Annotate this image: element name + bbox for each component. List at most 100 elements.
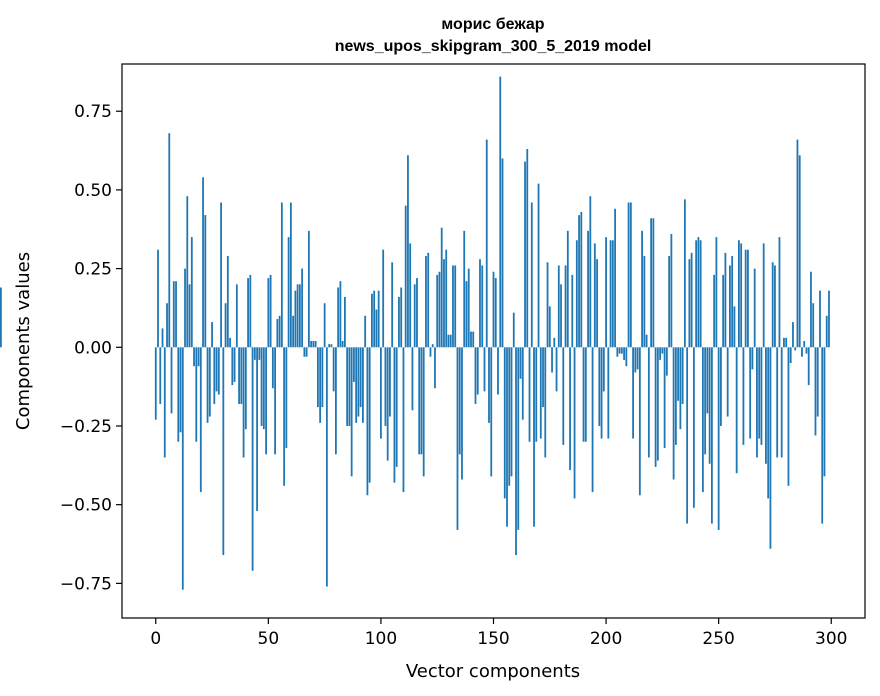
bar bbox=[499, 76, 502, 348]
bar bbox=[258, 347, 261, 360]
bar bbox=[470, 331, 472, 348]
plot-frame bbox=[121, 63, 866, 619]
bar bbox=[569, 347, 571, 471]
bar bbox=[593, 243, 596, 348]
bar bbox=[701, 347, 704, 493]
bar bbox=[364, 315, 367, 348]
bar bbox=[418, 347, 421, 455]
bar bbox=[645, 334, 648, 348]
bar bbox=[656, 347, 659, 461]
bar bbox=[371, 293, 373, 348]
bar bbox=[161, 328, 164, 348]
bar bbox=[240, 347, 243, 404]
bar bbox=[368, 347, 371, 483]
x-tick-label: 300 bbox=[815, 629, 847, 649]
bar bbox=[733, 306, 736, 348]
bar bbox=[429, 347, 432, 357]
bar bbox=[359, 347, 362, 408]
y-tick-label: 0.75 bbox=[74, 102, 112, 122]
bar bbox=[627, 202, 630, 348]
bar bbox=[548, 306, 551, 348]
bar bbox=[476, 347, 479, 395]
bar bbox=[285, 347, 288, 449]
bar bbox=[208, 347, 211, 417]
bar bbox=[821, 347, 824, 524]
bar bbox=[413, 284, 416, 348]
bar bbox=[762, 243, 765, 348]
bar bbox=[175, 281, 177, 348]
bar bbox=[0, 287, 2, 348]
bar bbox=[301, 268, 304, 348]
bar bbox=[307, 230, 310, 348]
bar bbox=[269, 274, 272, 348]
bar bbox=[404, 205, 407, 348]
bar bbox=[798, 155, 801, 348]
bar bbox=[172, 281, 175, 348]
bar bbox=[582, 347, 585, 442]
bar bbox=[357, 347, 360, 417]
bar bbox=[305, 347, 308, 357]
bar bbox=[729, 265, 731, 348]
x-tick-label: 200 bbox=[590, 629, 622, 649]
bar bbox=[391, 262, 394, 348]
bar bbox=[494, 278, 497, 348]
bar bbox=[681, 347, 684, 404]
bar bbox=[384, 347, 387, 426]
bar bbox=[765, 347, 767, 464]
bar bbox=[620, 347, 623, 354]
bar bbox=[524, 161, 526, 348]
bar bbox=[256, 347, 258, 511]
bar bbox=[780, 347, 783, 458]
bar bbox=[794, 347, 797, 351]
bar bbox=[332, 347, 335, 392]
bar bbox=[623, 347, 625, 360]
bar bbox=[344, 296, 346, 348]
bar bbox=[197, 347, 200, 367]
bar bbox=[823, 347, 826, 477]
bar bbox=[438, 271, 441, 348]
bar bbox=[526, 148, 529, 348]
bar bbox=[692, 347, 695, 508]
bar bbox=[310, 341, 313, 348]
bar bbox=[398, 296, 400, 348]
bar bbox=[726, 347, 729, 417]
bar bbox=[654, 347, 657, 467]
bar bbox=[283, 347, 286, 486]
bar bbox=[294, 290, 297, 348]
bar bbox=[571, 274, 574, 348]
bar bbox=[445, 249, 448, 348]
bar bbox=[744, 249, 747, 348]
bar bbox=[382, 249, 385, 348]
bar bbox=[483, 347, 486, 392]
bar bbox=[458, 347, 461, 455]
bar bbox=[776, 347, 779, 458]
bar bbox=[697, 237, 700, 348]
bar bbox=[395, 347, 398, 467]
bar bbox=[812, 303, 815, 348]
bars-group bbox=[0, 76, 830, 590]
bar bbox=[769, 347, 772, 549]
bar bbox=[771, 262, 774, 348]
bar bbox=[634, 347, 637, 373]
bar bbox=[778, 237, 781, 348]
bar bbox=[668, 256, 671, 348]
bar bbox=[756, 347, 758, 458]
bar bbox=[661, 347, 664, 354]
chart-title: морис бежар bbox=[441, 16, 544, 33]
bar bbox=[184, 268, 186, 348]
bar bbox=[166, 303, 168, 348]
bar bbox=[386, 347, 389, 461]
bar bbox=[314, 341, 317, 348]
bar bbox=[334, 347, 337, 455]
bar bbox=[472, 331, 475, 348]
bar bbox=[704, 347, 707, 455]
bar bbox=[632, 347, 634, 439]
bar bbox=[690, 252, 693, 348]
bar bbox=[557, 265, 560, 348]
bar bbox=[600, 347, 603, 439]
bar bbox=[528, 347, 531, 442]
bar bbox=[217, 347, 220, 395]
bar bbox=[389, 347, 391, 417]
bar bbox=[535, 347, 538, 442]
